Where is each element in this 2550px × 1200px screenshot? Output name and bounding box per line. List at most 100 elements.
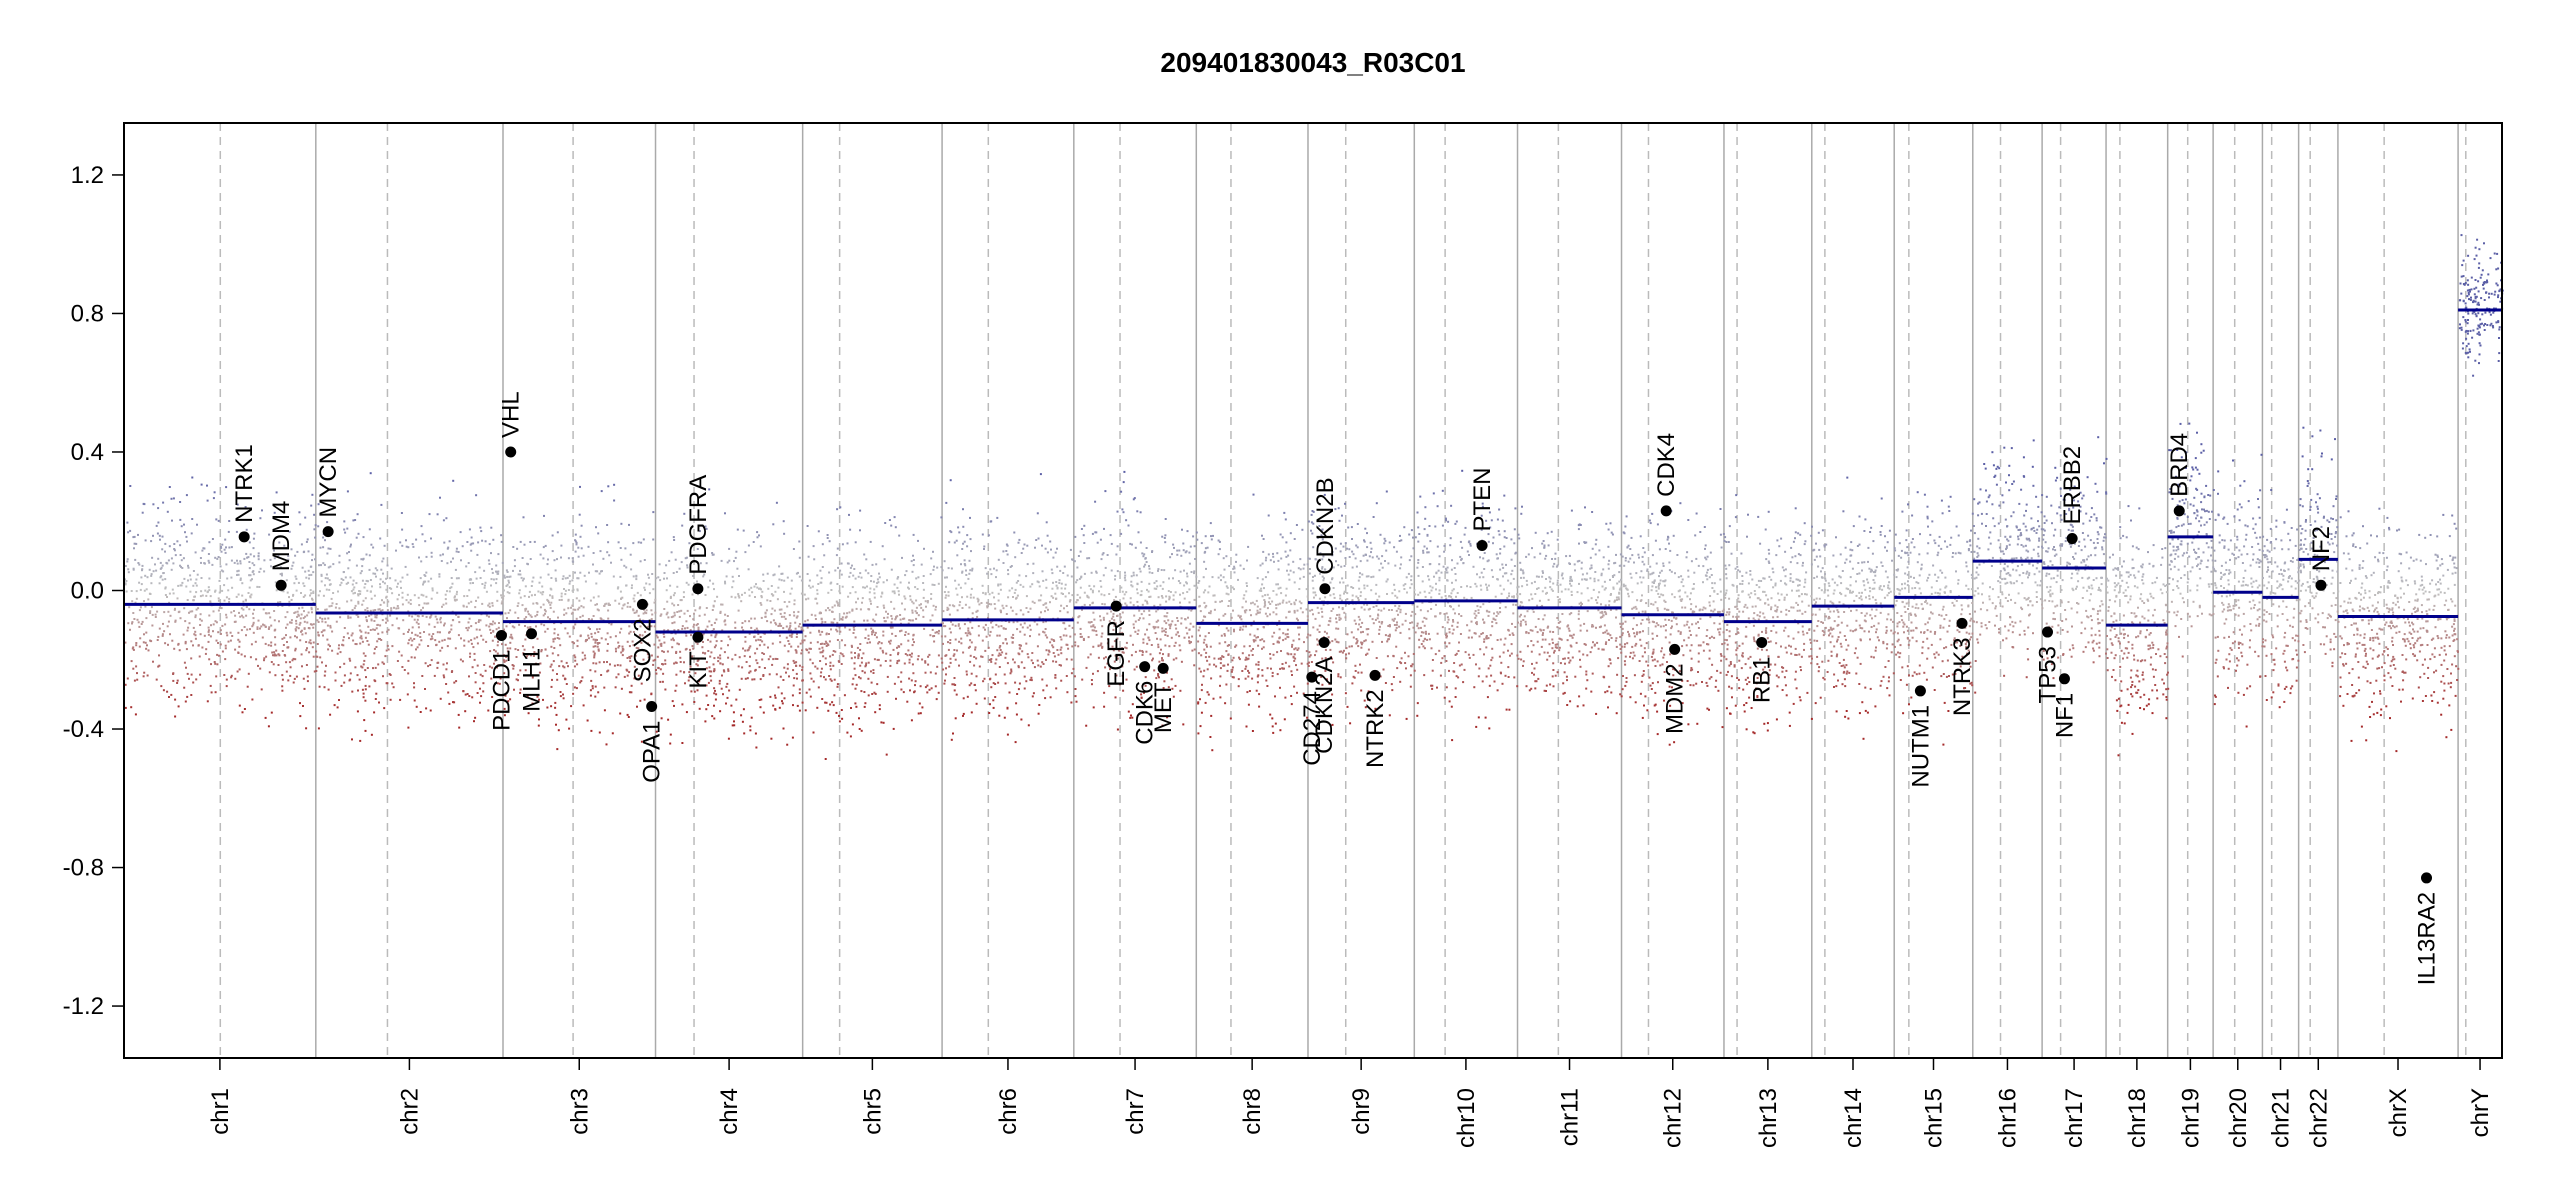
- probe-point: [1031, 695, 1034, 698]
- probe-point: [1002, 562, 1005, 564]
- probe-point: [1248, 671, 1251, 674]
- probe-point: [1139, 541, 1142, 544]
- probe-point: [1029, 678, 1032, 681]
- probe-point: [1220, 658, 1223, 661]
- probe-point: [775, 673, 778, 676]
- probe-point: [164, 586, 167, 589]
- probe-point: [497, 570, 500, 573]
- probe-point: [596, 645, 599, 648]
- probe-point: [565, 661, 568, 664]
- probe-point: [312, 641, 315, 644]
- probe-point: [1257, 674, 1260, 677]
- probe-point: [218, 591, 221, 594]
- probe-point: [1031, 652, 1034, 654]
- probe-point: [809, 672, 812, 675]
- probe-point: [579, 485, 581, 488]
- probe-point: [1299, 607, 1302, 610]
- probe-point: [835, 600, 838, 603]
- probe-point: [864, 569, 867, 572]
- probe-point: [1272, 555, 1275, 558]
- probe-point: [308, 641, 311, 644]
- probe-point: [921, 658, 924, 661]
- probe-point: [1071, 594, 1074, 597]
- probe-point: [1085, 666, 1088, 669]
- probe-point: [1074, 644, 1077, 647]
- probe-point: [230, 674, 233, 677]
- probe-point: [661, 663, 664, 665]
- probe-point: [817, 530, 820, 533]
- probe-point: [209, 595, 212, 598]
- probe-point: [310, 592, 313, 595]
- probe-point: [1151, 659, 1154, 662]
- probe-point: [715, 618, 718, 621]
- probe-point: [570, 705, 573, 708]
- probe-point: [541, 593, 544, 596]
- probe-point: [622, 648, 625, 651]
- probe-point: [595, 582, 598, 585]
- probe-point: [347, 567, 350, 570]
- probe-point: [1121, 674, 1124, 677]
- probe-point: [542, 591, 545, 593]
- probe-point: [1241, 652, 1244, 655]
- probe-point: [1120, 490, 1123, 493]
- probe-point: [519, 596, 522, 599]
- probe-point: [912, 533, 915, 536]
- probe-point: [793, 611, 795, 614]
- probe-point: [460, 637, 462, 640]
- probe-point: [1222, 576, 1225, 579]
- probe-point: [1264, 600, 1266, 603]
- probe-point: [592, 552, 595, 554]
- probe-point: [1063, 565, 1066, 568]
- probe-point: [725, 575, 728, 578]
- probe-point: [598, 572, 601, 575]
- probe-point: [466, 629, 469, 632]
- probe-point: [1224, 641, 1227, 644]
- probe-point: [251, 578, 253, 581]
- probe-point: [331, 649, 334, 652]
- probe-point: [847, 595, 850, 598]
- probe-point: [1208, 663, 1211, 666]
- probe-point: [877, 642, 880, 645]
- probe-point: [1293, 659, 1296, 662]
- probe-point: [873, 620, 876, 623]
- probe-point: [800, 592, 803, 595]
- probe-point: [1038, 633, 1041, 636]
- probe-point: [1058, 664, 1061, 666]
- probe-point: [801, 666, 804, 669]
- probe-point: [691, 645, 694, 648]
- probe-point: [1200, 542, 1203, 545]
- probe-point: [913, 691, 915, 694]
- probe-point: [543, 514, 545, 517]
- probe-point: [327, 566, 330, 569]
- probe-point: [1275, 607, 1278, 610]
- probe-point: [1148, 639, 1151, 642]
- probe-point: [971, 626, 974, 629]
- probe-point: [404, 565, 407, 568]
- probe-point: [482, 638, 485, 641]
- probe-point: [1122, 481, 1125, 484]
- probe-point: [369, 609, 372, 612]
- probe-point: [909, 595, 912, 598]
- probe-point: [428, 623, 431, 626]
- probe-point: [910, 679, 913, 682]
- probe-point: [472, 646, 475, 649]
- probe-point: [425, 595, 428, 598]
- probe-point: [870, 580, 872, 583]
- probe-point: [1192, 625, 1195, 628]
- probe-point: [563, 677, 566, 680]
- probe-point: [326, 624, 329, 627]
- probe-point: [1295, 524, 1298, 526]
- probe-point: [831, 610, 833, 613]
- probe-point: [289, 666, 292, 669]
- probe-point: [914, 684, 916, 687]
- probe-point: [1269, 603, 1272, 605]
- probe-point: [596, 639, 598, 641]
- probe-point: [1176, 631, 1179, 634]
- probe-point: [1127, 710, 1130, 713]
- probe-point: [270, 624, 273, 627]
- probe-point: [244, 506, 247, 508]
- probe-point: [789, 622, 792, 625]
- probe-point: [304, 615, 307, 618]
- probe-point: [792, 704, 794, 707]
- probe-point: [878, 704, 881, 707]
